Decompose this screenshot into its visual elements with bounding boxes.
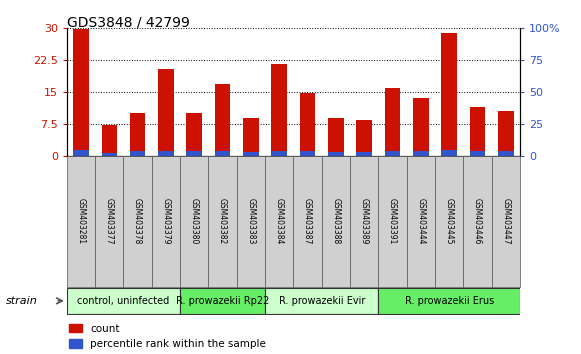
Bar	[498, 151, 514, 156]
Text: R. prowazekii Erus: R. prowazekii Erus	[404, 296, 494, 306]
Bar	[385, 151, 400, 156]
Bar	[130, 113, 145, 156]
Bar	[152, 156, 180, 287]
Bar	[328, 118, 344, 156]
Bar	[73, 150, 89, 156]
Bar	[187, 151, 202, 156]
Bar	[102, 153, 117, 156]
Text: GSM403383: GSM403383	[246, 198, 256, 245]
Bar	[215, 84, 231, 156]
Bar	[469, 151, 485, 156]
Text: GSM403382: GSM403382	[218, 198, 227, 244]
Bar	[215, 151, 231, 156]
Bar	[209, 156, 237, 287]
Bar	[237, 156, 265, 287]
Bar	[271, 151, 287, 156]
Bar	[180, 156, 209, 287]
Bar	[413, 151, 429, 156]
Bar	[130, 151, 145, 156]
Bar	[328, 152, 344, 156]
Bar	[442, 33, 457, 156]
Bar	[356, 152, 372, 156]
Bar	[243, 152, 259, 156]
Bar	[293, 156, 322, 287]
Bar	[442, 150, 457, 156]
Text: GSM403389: GSM403389	[360, 198, 369, 245]
Text: control, uninfected: control, uninfected	[77, 296, 170, 306]
Bar	[158, 69, 174, 156]
Bar	[322, 156, 350, 287]
Bar	[356, 120, 372, 156]
Text: strain: strain	[6, 296, 38, 306]
Bar	[67, 288, 180, 314]
Bar	[187, 113, 202, 156]
Bar	[300, 151, 315, 156]
Text: GSM403380: GSM403380	[190, 198, 199, 245]
Text: GSM403384: GSM403384	[275, 198, 284, 245]
Bar	[498, 111, 514, 156]
Bar	[492, 156, 520, 287]
Bar	[413, 98, 429, 156]
Text: GSM403281: GSM403281	[77, 198, 85, 244]
Text: GSM403446: GSM403446	[473, 198, 482, 245]
Text: GDS3848 / 42799: GDS3848 / 42799	[67, 16, 189, 30]
Text: GSM403387: GSM403387	[303, 198, 312, 245]
Bar	[73, 29, 89, 156]
Text: R. prowazekii Evir: R. prowazekii Evir	[278, 296, 365, 306]
Bar	[300, 93, 315, 156]
Text: GSM403379: GSM403379	[162, 198, 170, 245]
Bar	[378, 156, 407, 287]
Bar	[469, 107, 485, 156]
Text: R. prowazekii Rp22: R. prowazekii Rp22	[176, 296, 269, 306]
Bar	[243, 118, 259, 156]
Bar	[180, 288, 265, 314]
Text: GSM403388: GSM403388	[331, 198, 340, 244]
Legend: count, percentile rank within the sample: count, percentile rank within the sample	[69, 324, 266, 349]
Bar	[407, 156, 435, 287]
Bar	[385, 88, 400, 156]
Bar	[95, 156, 123, 287]
Bar	[67, 156, 95, 287]
Bar	[265, 288, 378, 314]
Bar	[350, 156, 378, 287]
Bar	[102, 125, 117, 156]
Bar	[378, 288, 520, 314]
Bar	[265, 156, 293, 287]
Bar	[271, 64, 287, 156]
Text: GSM403377: GSM403377	[105, 198, 114, 245]
Bar	[158, 151, 174, 156]
Text: GSM403444: GSM403444	[417, 198, 425, 245]
Text: GSM403391: GSM403391	[388, 198, 397, 245]
Bar	[435, 156, 464, 287]
Bar	[123, 156, 152, 287]
Bar	[464, 156, 492, 287]
Text: GSM403447: GSM403447	[501, 198, 510, 245]
Text: GSM403378: GSM403378	[133, 198, 142, 245]
Text: GSM403445: GSM403445	[444, 198, 454, 245]
